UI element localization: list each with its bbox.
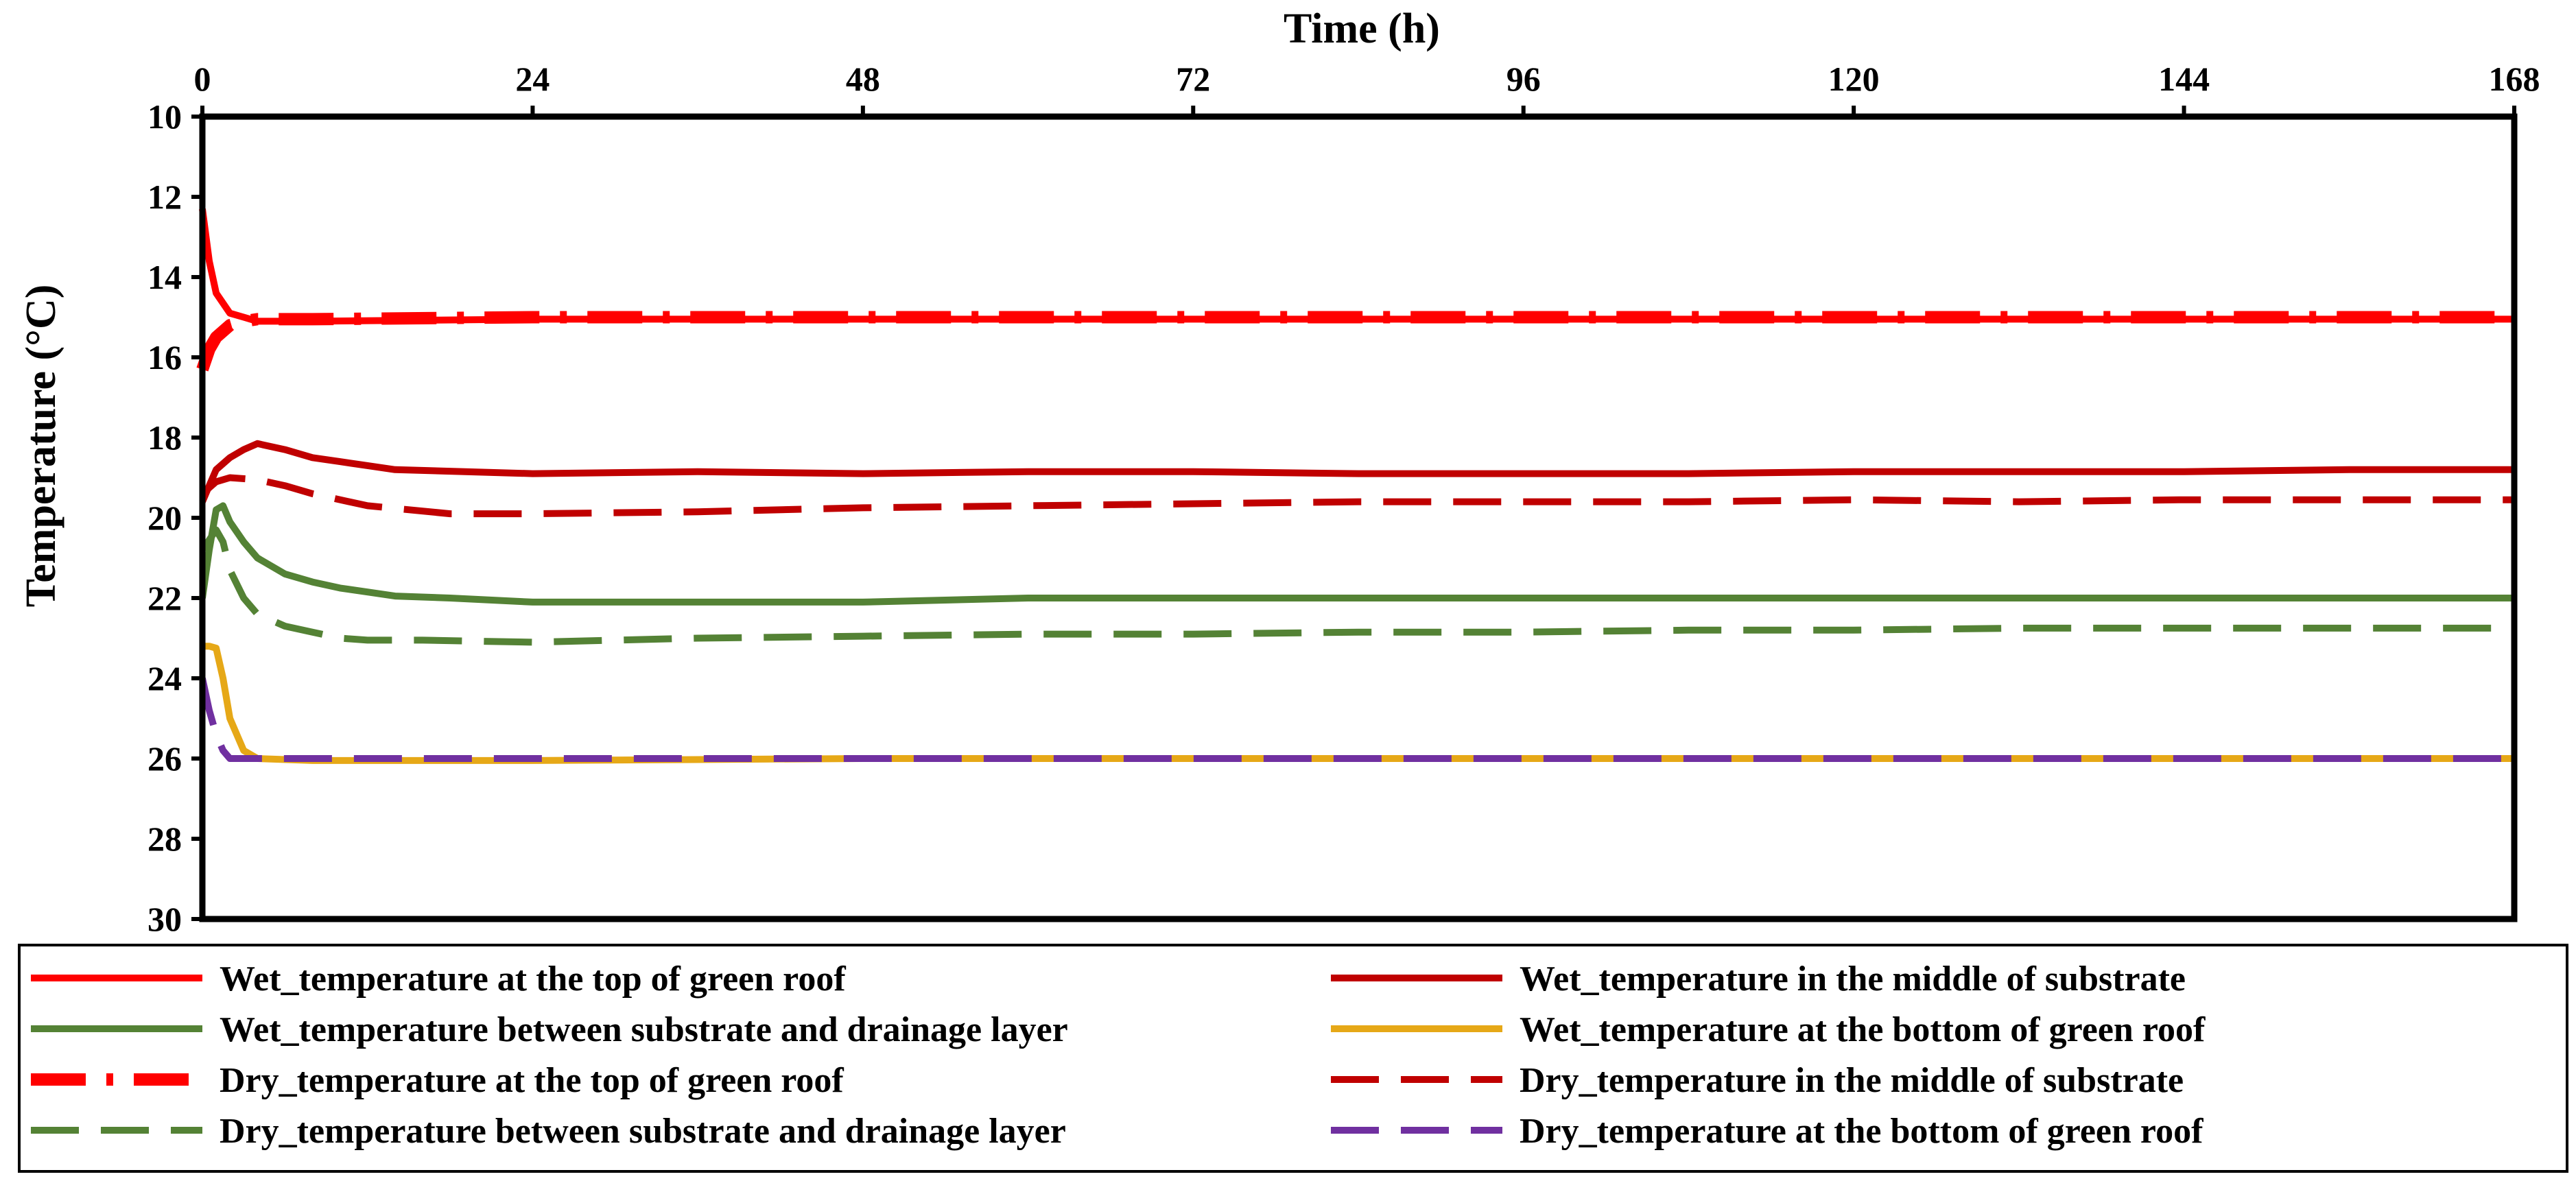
legend-label-3: Wet_temperature between substrate and dr… bbox=[220, 1010, 1068, 1049]
legend-label-8: Dry_temperature at the bottom of green r… bbox=[1520, 1112, 2203, 1151]
series-line-8 bbox=[199, 677, 2514, 762]
x-tick-label: 120 bbox=[1828, 60, 1880, 98]
series-line-5 bbox=[196, 311, 2514, 372]
series-line-2 bbox=[199, 440, 2514, 503]
y-tick-label: 20 bbox=[147, 499, 182, 537]
legend-label-2: Wet_temperature in the middle of substra… bbox=[1520, 959, 2186, 999]
x-tick-label: 144 bbox=[2158, 60, 2210, 98]
y-tick-label: 10 bbox=[147, 97, 182, 136]
y-axis-title: Temperature (°C) bbox=[18, 285, 64, 608]
legend-label-1: Wet_temperature at the top of green roof bbox=[220, 959, 846, 999]
x-tick-label: 0 bbox=[194, 60, 211, 98]
y-tick-label: 14 bbox=[147, 258, 182, 296]
legend-label-5: Dry_temperature at the top of green roof bbox=[220, 1061, 844, 1100]
y-tick-label: 28 bbox=[147, 820, 182, 858]
x-axis-title: Time (h) bbox=[1284, 5, 1440, 52]
x-tick-label: 168 bbox=[2489, 60, 2540, 98]
series-line-6 bbox=[200, 474, 2514, 518]
legend-label-6: Dry_temperature in the middle of substra… bbox=[1520, 1061, 2184, 1100]
y-tick-label: 30 bbox=[147, 900, 182, 938]
series-line-3 bbox=[199, 502, 2514, 606]
series-line-1 bbox=[199, 208, 2514, 325]
series-lines bbox=[196, 208, 2514, 764]
x-tick-label: 48 bbox=[846, 60, 880, 98]
series-line-7 bbox=[199, 526, 2514, 646]
x-tick-label: 72 bbox=[1176, 60, 1210, 98]
legend: Wet_temperature at the top of green roof… bbox=[31, 959, 2206, 1151]
legend-label-7: Dry_temperature between substrate and dr… bbox=[220, 1112, 1066, 1151]
plot-area-frame bbox=[199, 113, 2518, 922]
y-tick-label: 24 bbox=[147, 659, 182, 697]
y-tick-label: 18 bbox=[147, 418, 182, 457]
legend-box bbox=[18, 944, 2568, 1173]
x-tick-label: 24 bbox=[515, 60, 550, 98]
legend-label-4: Wet_temperature at the bottom of green r… bbox=[1520, 1010, 2206, 1049]
y-tick-label: 16 bbox=[147, 338, 182, 377]
series-line-4 bbox=[202, 643, 2514, 764]
x-tick-label: 96 bbox=[1506, 60, 1541, 98]
y-tick-label: 12 bbox=[147, 178, 182, 216]
y-tick-label: 26 bbox=[147, 739, 182, 778]
y-axis-ticks: 10 12 14 16 18 20 22 24 26 28 30 bbox=[147, 97, 202, 938]
x-axis-ticks: 0 24 48 72 96 120 144 168 bbox=[194, 60, 2540, 117]
y-tick-label: 22 bbox=[147, 579, 182, 617]
